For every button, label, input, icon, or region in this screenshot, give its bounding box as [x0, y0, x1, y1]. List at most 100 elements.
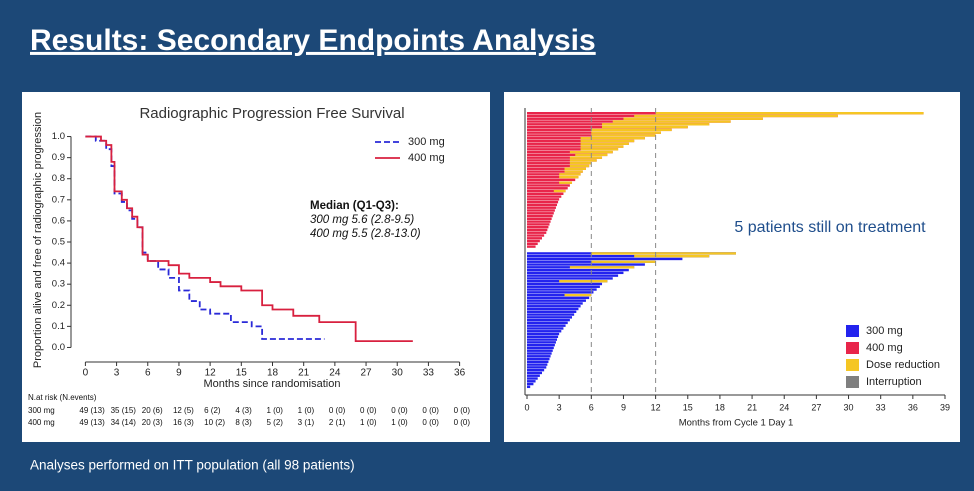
chart-title: Radiographic Progression Free Survival [139, 105, 404, 122]
x-tick-label: 30 [844, 402, 854, 412]
patient-bar [527, 360, 549, 364]
at-risk-cell: 35 (15) [111, 406, 137, 415]
patient-bar [527, 282, 603, 286]
patient-bar [527, 277, 613, 280]
patient-bar [527, 355, 551, 358]
x-tick-label: 18 [267, 368, 279, 379]
at-risk-cell: 3 (1) [298, 418, 315, 427]
x-tick-label: 24 [329, 368, 341, 379]
at-risk-cell: 1 (0) [298, 406, 315, 415]
patient-bar [527, 377, 538, 380]
patient-bar [527, 371, 543, 375]
patient-bar [527, 167, 586, 170]
dose-reduction [564, 167, 586, 170]
x-tick-label: 27 [360, 368, 372, 379]
x-tick-label: 3 [114, 368, 120, 379]
x-tick-label: 6 [589, 402, 594, 412]
x-tick-label: 36 [908, 402, 918, 412]
dose-reduction [634, 114, 838, 118]
y-tick-label: 0.4 [52, 258, 65, 269]
patient-bar [527, 170, 583, 173]
median-note: 400 mg 5.5 (2.8-13.0) [310, 228, 421, 240]
dose-reduction [564, 293, 592, 297]
at-risk-cell: 0 (0) [391, 406, 408, 415]
x-tick-label: 33 [423, 368, 435, 379]
dose-reduction [559, 181, 573, 184]
at-risk-cell: 12 (5) [173, 406, 194, 415]
y-tick-label: 0.0 [52, 342, 65, 353]
dose-reduction [591, 134, 656, 137]
patient-bar [527, 324, 566, 327]
x-tick-label: 30 [392, 368, 404, 379]
patient-bar [527, 181, 573, 184]
dose-reduction [569, 164, 590, 168]
patient-bar [527, 346, 554, 350]
patient-bar [527, 380, 536, 383]
at-risk-cell: 1 (0) [267, 406, 284, 415]
patient-bar [527, 310, 577, 313]
x-tick-label: 0 [83, 368, 89, 379]
patient-bar [527, 234, 545, 237]
annotation: 5 patients still on treatment [734, 219, 926, 236]
y-tick-label: 0.2 [52, 300, 65, 311]
patient-bar [527, 288, 597, 291]
dose-reduction [591, 131, 661, 134]
y-tick-label: 1.0 [52, 131, 65, 142]
y-tick-label: 0.9 [52, 152, 65, 163]
at-risk-cell: 1 (0) [391, 418, 408, 427]
patient-bar [527, 305, 581, 308]
x-tick-label: 3 [557, 402, 562, 412]
y-tick-label: 0.3 [52, 279, 65, 290]
patient-bar [527, 173, 581, 176]
at-risk-cell: 49 (13) [79, 418, 105, 427]
x-tick-label: 39 [940, 402, 950, 412]
y-tick-label: 0.6 [52, 215, 65, 226]
dose-reduction [559, 280, 608, 283]
median-note: Median (Q1-Q3): [310, 200, 399, 212]
legend-swatch [846, 342, 859, 354]
dose-reduction [580, 137, 645, 140]
patient-bar [527, 255, 710, 258]
patient-bar [527, 302, 583, 305]
x-tick-label: 12 [651, 402, 661, 412]
legend-swatch [846, 325, 859, 337]
x-tick-label: 9 [176, 368, 182, 379]
legend-swatch [846, 376, 859, 388]
y-axis-label: Proportion alive and free of radiographi… [32, 112, 44, 368]
patient-bar [527, 293, 592, 297]
dose-reduction [591, 128, 672, 132]
dose-reduction [569, 150, 613, 154]
patient-bar [527, 142, 629, 145]
x-tick-label: 6 [145, 368, 151, 379]
patient-bar [527, 382, 534, 386]
patient-bar [527, 316, 573, 319]
patient-bar [527, 164, 590, 168]
dose-reduction [559, 175, 579, 179]
patient-bar [527, 209, 555, 212]
at-risk-cell: 5 (2) [267, 418, 284, 427]
dose-reduction [655, 112, 924, 115]
patient-bar [527, 335, 559, 338]
dose-reduction [634, 255, 710, 258]
patient-bar [527, 175, 579, 179]
patient-bar [527, 156, 603, 159]
legend-label: Dose reduction [866, 359, 940, 371]
x-tick-label: 33 [876, 402, 886, 412]
patient-bar [527, 313, 575, 316]
patient-bar [527, 291, 594, 294]
x-tick-label: 18 [715, 402, 725, 412]
at-risk-title: N.at risk (N.events) [28, 393, 97, 402]
patient-bar [527, 307, 579, 311]
at-risk-cell: 0 (0) [422, 406, 439, 415]
patient-bar [527, 159, 597, 162]
y-tick-label: 0.1 [52, 321, 65, 332]
legend-label: 400 mg [866, 342, 903, 354]
at-risk-cell: 0 (0) [360, 406, 377, 415]
patient-bar [527, 318, 570, 322]
patient-bar [527, 341, 556, 344]
patient-bar [527, 321, 568, 325]
dose-reduction [580, 148, 619, 151]
x-axis-label: Months since randomisation [204, 378, 341, 390]
slide-title: Results: Secondary Endpoints Analysis [30, 24, 596, 57]
